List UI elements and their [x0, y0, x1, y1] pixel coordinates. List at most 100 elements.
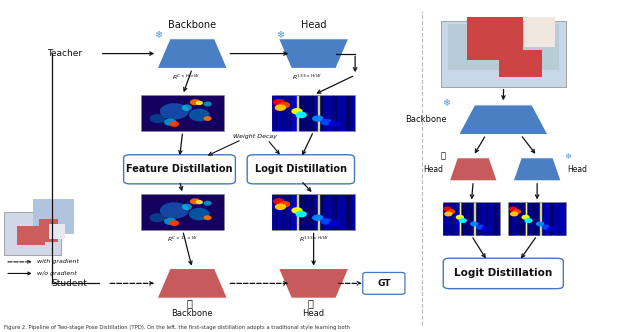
Text: $R^{133\times H/W}$: $R^{133\times H/W}$ [292, 72, 322, 82]
Circle shape [196, 201, 202, 204]
Circle shape [170, 122, 179, 126]
Text: Figure 2. Pipeline of Two-stage Pose Distillation (TPD). On the left, the first-: Figure 2. Pipeline of Two-stage Pose Dis… [4, 325, 350, 330]
Circle shape [274, 100, 284, 105]
FancyBboxPatch shape [124, 155, 236, 184]
Circle shape [275, 204, 285, 209]
Circle shape [460, 219, 466, 222]
Text: $R^{133\times H/W}$: $R^{133\times H/W}$ [299, 234, 328, 244]
FancyBboxPatch shape [39, 219, 58, 242]
Circle shape [191, 100, 200, 105]
Circle shape [313, 116, 323, 121]
FancyBboxPatch shape [524, 17, 556, 47]
FancyBboxPatch shape [467, 17, 523, 60]
FancyBboxPatch shape [443, 203, 500, 235]
FancyBboxPatch shape [247, 155, 355, 184]
Circle shape [280, 103, 289, 108]
FancyBboxPatch shape [272, 194, 355, 230]
Circle shape [483, 227, 489, 231]
FancyBboxPatch shape [272, 95, 355, 131]
Ellipse shape [189, 208, 210, 220]
Text: 🔥: 🔥 [307, 298, 314, 308]
FancyBboxPatch shape [508, 203, 566, 235]
FancyBboxPatch shape [363, 273, 405, 294]
Text: $R^{C\times 11\times W}$: $R^{C\times 11\times W}$ [168, 234, 198, 244]
FancyBboxPatch shape [444, 258, 563, 289]
Text: GT: GT [377, 279, 390, 288]
Polygon shape [513, 158, 561, 181]
Text: Head: Head [303, 309, 324, 318]
Ellipse shape [164, 119, 177, 126]
Text: Backbone: Backbone [168, 21, 216, 31]
Circle shape [196, 101, 202, 105]
Polygon shape [278, 269, 349, 298]
Text: ❄: ❄ [442, 98, 450, 108]
Text: Head: Head [301, 21, 326, 31]
Ellipse shape [182, 104, 192, 111]
FancyBboxPatch shape [141, 95, 224, 131]
Polygon shape [459, 105, 548, 134]
Circle shape [548, 227, 555, 231]
Ellipse shape [182, 204, 192, 210]
Circle shape [542, 225, 549, 229]
Polygon shape [157, 39, 227, 68]
Text: Logit Distillation: Logit Distillation [255, 164, 347, 174]
Text: Student: Student [51, 279, 87, 288]
FancyBboxPatch shape [442, 21, 566, 87]
Circle shape [280, 202, 289, 207]
Circle shape [448, 210, 454, 213]
Text: $R^{C\times H\times W}$: $R^{C\times H\times W}$ [172, 72, 200, 82]
Polygon shape [157, 269, 227, 298]
Ellipse shape [204, 102, 212, 107]
Text: 🔥: 🔥 [186, 298, 192, 308]
Text: Logit Distillation: Logit Distillation [454, 269, 552, 279]
Circle shape [477, 225, 483, 229]
Circle shape [330, 122, 339, 126]
Ellipse shape [164, 218, 177, 225]
Circle shape [191, 199, 200, 204]
Text: Weight Decay: Weight Decay [232, 134, 276, 139]
Text: ❄: ❄ [154, 31, 163, 41]
Polygon shape [278, 39, 349, 68]
Circle shape [321, 219, 331, 224]
Text: Backbone: Backbone [406, 115, 447, 124]
Text: Head: Head [423, 165, 443, 174]
Ellipse shape [160, 202, 189, 219]
Ellipse shape [189, 109, 210, 121]
Circle shape [204, 216, 211, 219]
Circle shape [456, 215, 463, 219]
Circle shape [292, 208, 302, 213]
Circle shape [170, 221, 179, 225]
Polygon shape [449, 158, 497, 181]
Circle shape [525, 219, 532, 222]
Circle shape [445, 212, 452, 216]
Circle shape [444, 207, 451, 211]
Text: with gradient: with gradient [37, 259, 79, 264]
Circle shape [513, 210, 520, 213]
Circle shape [296, 211, 306, 217]
Text: w/o gradient: w/o gradient [37, 271, 77, 276]
Circle shape [313, 215, 323, 220]
Circle shape [536, 222, 543, 226]
FancyBboxPatch shape [17, 225, 45, 245]
Circle shape [292, 109, 302, 114]
Text: Feature Distillation: Feature Distillation [126, 164, 233, 174]
Text: 🔥: 🔥 [440, 152, 445, 161]
FancyBboxPatch shape [448, 24, 559, 70]
Circle shape [509, 207, 516, 211]
Circle shape [275, 105, 285, 110]
Text: Head: Head [568, 165, 588, 174]
Text: ❄: ❄ [564, 152, 571, 161]
Circle shape [321, 120, 331, 125]
FancyBboxPatch shape [4, 212, 61, 255]
Ellipse shape [150, 213, 166, 222]
Circle shape [274, 199, 284, 204]
Circle shape [296, 112, 306, 118]
Circle shape [204, 117, 211, 120]
Ellipse shape [160, 103, 189, 120]
Text: Backbone: Backbone [172, 309, 213, 318]
FancyBboxPatch shape [499, 50, 542, 77]
Circle shape [471, 222, 477, 226]
Text: ❄: ❄ [276, 31, 284, 41]
Ellipse shape [204, 201, 212, 206]
Text: Teacher: Teacher [47, 49, 82, 58]
